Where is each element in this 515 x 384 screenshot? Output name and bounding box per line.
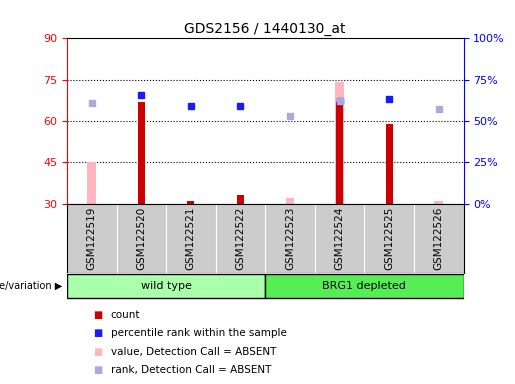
Text: GSM122526: GSM122526: [434, 207, 444, 270]
Bar: [237, 195, 244, 204]
Bar: [336, 102, 343, 204]
Text: GSM122524: GSM122524: [335, 207, 345, 270]
Text: GSM122520: GSM122520: [136, 207, 146, 270]
Text: ■: ■: [93, 328, 102, 338]
Text: genotype/variation ▶: genotype/variation ▶: [0, 281, 62, 291]
Text: GSM122523: GSM122523: [285, 207, 295, 270]
Bar: [265, 274, 464, 298]
Text: ■: ■: [93, 365, 102, 375]
Text: wild type: wild type: [141, 281, 192, 291]
Text: GSM122525: GSM122525: [384, 207, 394, 270]
Bar: [138, 102, 145, 204]
Text: ■: ■: [93, 310, 102, 320]
Text: GSM122521: GSM122521: [186, 207, 196, 270]
Text: value, Detection Call = ABSENT: value, Detection Call = ABSENT: [111, 347, 276, 357]
Text: rank, Detection Call = ABSENT: rank, Detection Call = ABSENT: [111, 365, 271, 375]
Text: percentile rank within the sample: percentile rank within the sample: [111, 328, 287, 338]
Text: GSM122519: GSM122519: [87, 207, 97, 270]
Bar: [187, 201, 194, 204]
Bar: [87, 162, 96, 204]
Bar: [67, 274, 265, 298]
Bar: [386, 124, 392, 204]
Bar: [434, 201, 443, 204]
Bar: [285, 198, 295, 204]
Bar: [335, 83, 344, 204]
Text: count: count: [111, 310, 140, 320]
Title: GDS2156 / 1440130_at: GDS2156 / 1440130_at: [184, 22, 346, 36]
Text: BRG1 depleted: BRG1 depleted: [322, 281, 406, 291]
Text: ■: ■: [93, 347, 102, 357]
Text: GSM122522: GSM122522: [235, 207, 246, 270]
